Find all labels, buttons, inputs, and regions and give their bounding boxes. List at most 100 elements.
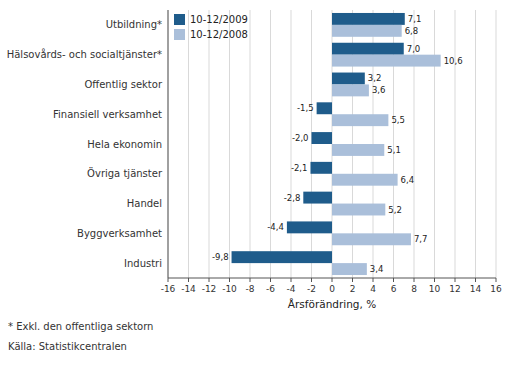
grid-line [291, 10, 292, 278]
tick-label: -10 [222, 284, 237, 294]
tick-label: 8 [411, 284, 417, 294]
tick-mark [270, 278, 271, 282]
category-label: Hela ekonomin [87, 139, 162, 150]
bar [332, 43, 404, 55]
data-label: -2,8 [284, 193, 301, 203]
data-label: 6,4 [401, 175, 415, 185]
footnote: * Exkl. den offentliga sektorn [8, 321, 153, 332]
bar [310, 162, 332, 174]
bar [332, 174, 398, 186]
tick-label: 14 [470, 284, 482, 294]
bar [332, 55, 441, 67]
tick-mark [414, 278, 415, 282]
category-label: Handel [127, 198, 162, 209]
tick-mark [373, 278, 374, 282]
tick-mark [434, 278, 435, 282]
bar [332, 233, 411, 245]
grid-line [270, 10, 271, 278]
tick-mark [332, 278, 333, 282]
bar [332, 13, 405, 25]
tick-mark [209, 278, 210, 282]
tick-label: -6 [266, 284, 275, 294]
category-label: Byggverksamhet [77, 228, 162, 239]
footnote: Källa: Statistikcentralen [8, 341, 127, 352]
tick-label: -4 [287, 284, 296, 294]
data-label: 7,0 [407, 44, 421, 54]
tick-label: -12 [202, 284, 217, 294]
legend-label: 10-12/2008 [190, 29, 248, 40]
data-label: 10,6 [444, 56, 463, 66]
data-label: -1,5 [297, 103, 314, 113]
grid-line [229, 10, 230, 278]
grid-line [168, 10, 169, 278]
tick-label: 10 [429, 284, 441, 294]
data-label: 5,1 [387, 145, 401, 155]
grid-line [434, 10, 435, 278]
data-label: 7,7 [414, 234, 428, 244]
data-label: -9,8 [212, 252, 229, 262]
data-label: 3,2 [368, 73, 382, 83]
bar [332, 144, 384, 156]
grid-line [250, 10, 251, 278]
data-labels: -9,8 -4,4 -2,8 -2,1 -2,0 -1,5 3,2 7,0 7,1 3,4 7,7 5… [212, 14, 463, 274]
x-axis-title: Årsförändring, % [288, 298, 376, 310]
data-label: 3,6 [372, 85, 386, 95]
data-label: 3,4 [370, 264, 384, 274]
bar [332, 73, 365, 85]
tick-label: -16 [161, 284, 176, 294]
category-label: Utbildning* [106, 19, 162, 30]
tick-label: 0 [329, 284, 335, 294]
bar [332, 114, 388, 126]
tick-mark [455, 278, 456, 282]
tick-mark [229, 278, 230, 282]
tick-label: -8 [246, 284, 255, 294]
data-label: -4,4 [267, 222, 284, 232]
grid-line [455, 10, 456, 278]
grid-line [188, 10, 189, 278]
legend-swatch [174, 29, 185, 40]
bar [232, 251, 332, 263]
bar [332, 84, 369, 96]
category-label: Offentlig sektor [84, 79, 162, 90]
data-label: -2,0 [292, 133, 309, 143]
tick-label: -2 [307, 284, 316, 294]
category-label: Finansiell verksamhet [53, 109, 162, 120]
chart: -16-14-12-10-8-6-4-20246810121416-9,8-4,… [0, 0, 509, 368]
grid [168, 10, 496, 278]
tick-label: -14 [181, 284, 196, 294]
grid-line [209, 10, 210, 278]
tick-label: 4 [370, 284, 376, 294]
tick-mark [291, 278, 292, 282]
category-label: Hälsovårds- och socialtjänster* [7, 48, 162, 60]
tick-mark [168, 278, 169, 282]
grid-line [475, 10, 476, 278]
y-axis-line [168, 10, 169, 278]
tick-mark [393, 278, 394, 282]
bar [287, 221, 332, 233]
bar [312, 132, 333, 144]
tick-label: 2 [350, 284, 356, 294]
tick-label: 6 [391, 284, 397, 294]
tick-mark [475, 278, 476, 282]
tick-mark [188, 278, 189, 282]
tick-label: 12 [449, 284, 460, 294]
bar [332, 25, 402, 37]
bar [303, 192, 332, 204]
bar [332, 263, 367, 275]
data-label: 6,8 [405, 26, 419, 36]
tick-mark [496, 278, 497, 282]
tick-mark [352, 278, 353, 282]
y-axis-labels: IndustriByggverksamhetHandelÖvriga tjäns… [7, 19, 163, 268]
legend-label: 10-12/2009 [190, 14, 248, 25]
bar [317, 102, 332, 114]
data-label: 7,1 [408, 14, 422, 24]
bars [232, 13, 441, 275]
grid-line [496, 10, 497, 278]
x-axis-ticks: -16-14-12-10-8-6-4-20246810121416 [161, 278, 502, 294]
legend: 10-12/2009 10-12/2008 [174, 14, 248, 40]
x-axis-line [168, 278, 496, 279]
tick-mark [311, 278, 312, 282]
data-label: 5,5 [391, 115, 405, 125]
category-label: Övriga tjänster [87, 167, 163, 179]
data-label: -2,1 [291, 163, 308, 173]
